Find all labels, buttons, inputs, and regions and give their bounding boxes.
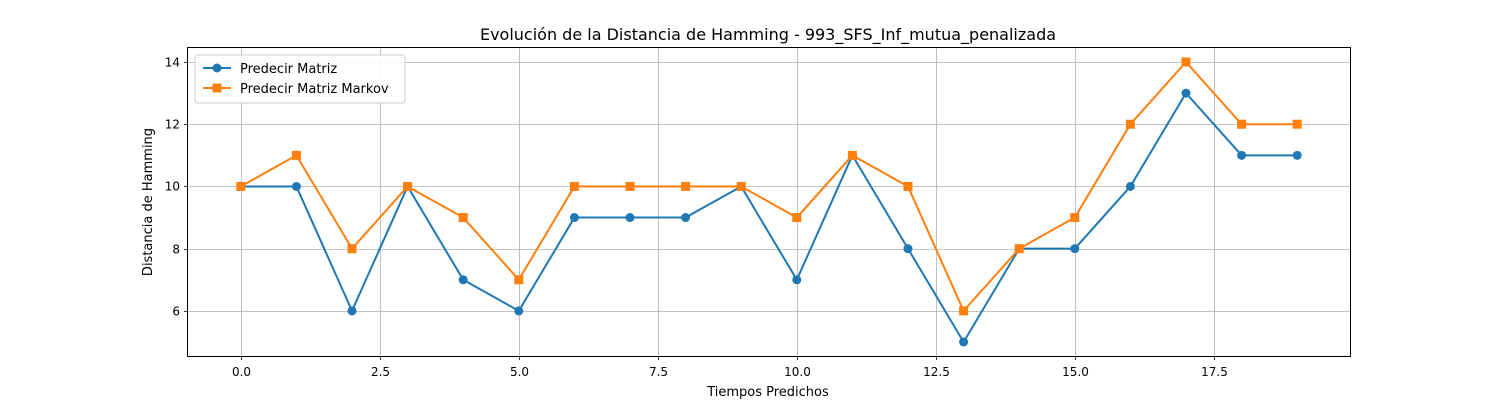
legend-label: Predecir Matriz xyxy=(240,62,337,77)
data-point xyxy=(737,182,746,191)
y-axis-label: Distancia de Hamming xyxy=(141,128,156,276)
data-point xyxy=(403,182,412,191)
data-point xyxy=(1237,151,1246,160)
series-line xyxy=(241,93,1297,342)
data-point xyxy=(459,275,468,284)
data-point xyxy=(1070,213,1079,222)
y-tick-label: 14 xyxy=(165,56,180,70)
data-point xyxy=(292,182,301,191)
data-point xyxy=(1181,58,1190,67)
x-tick-label: 10.0 xyxy=(784,365,811,379)
data-point xyxy=(1293,120,1302,129)
data-point xyxy=(459,213,468,222)
x-tick-label: 5.0 xyxy=(510,365,529,379)
data-point xyxy=(292,151,301,160)
data-point xyxy=(626,213,635,222)
data-point xyxy=(848,151,857,160)
data-point xyxy=(1181,89,1190,98)
x-axis-label: Tiempos Predichos xyxy=(706,385,829,400)
data-point xyxy=(792,275,801,284)
y-tick-label: 12 xyxy=(165,118,180,132)
y-tick-label: 8 xyxy=(172,243,180,257)
x-tick-label: 17.5 xyxy=(1201,365,1228,379)
x-tick-label: 12.5 xyxy=(923,365,950,379)
data-point xyxy=(1126,120,1135,129)
data-point xyxy=(514,306,523,315)
y-tick-label: 6 xyxy=(172,305,180,319)
series-1 xyxy=(236,89,1301,347)
data-point xyxy=(1070,244,1079,253)
chart-title: Evolución de la Distancia de Hamming - 9… xyxy=(480,25,1056,45)
data-point xyxy=(348,244,357,253)
x-tick-label: 2.5 xyxy=(371,365,390,379)
legend-marker xyxy=(213,64,222,73)
data-point xyxy=(959,306,968,315)
x-tick-label: 7.5 xyxy=(649,365,668,379)
data-point xyxy=(514,275,523,284)
data-point xyxy=(1293,151,1302,160)
data-point xyxy=(570,182,579,191)
axis-ticks: 0.0 2.5 5.0 7.5 10.0 12.5 15.0 17.5 6 8 10 12 14 xyxy=(165,56,1228,380)
data-point xyxy=(1015,244,1024,253)
data-point xyxy=(681,182,690,191)
data-point xyxy=(681,213,690,222)
legend-marker xyxy=(213,84,222,93)
data-point xyxy=(1126,182,1135,191)
data-point xyxy=(792,213,801,222)
y-tick-label: 10 xyxy=(165,180,180,194)
data-point xyxy=(959,338,968,347)
legend: Predecir Matriz Predecir Matriz Markov xyxy=(195,55,405,103)
data-point xyxy=(348,306,357,315)
data-point xyxy=(236,182,245,191)
data-point xyxy=(626,182,635,191)
data-point xyxy=(1237,120,1246,129)
data-point xyxy=(570,213,579,222)
data-point xyxy=(903,182,912,191)
x-tick-label: 15.0 xyxy=(1062,365,1089,379)
legend-label: Predecir Matriz Markov xyxy=(240,82,389,97)
data-point xyxy=(903,244,912,253)
x-tick-label: 0.0 xyxy=(232,365,251,379)
